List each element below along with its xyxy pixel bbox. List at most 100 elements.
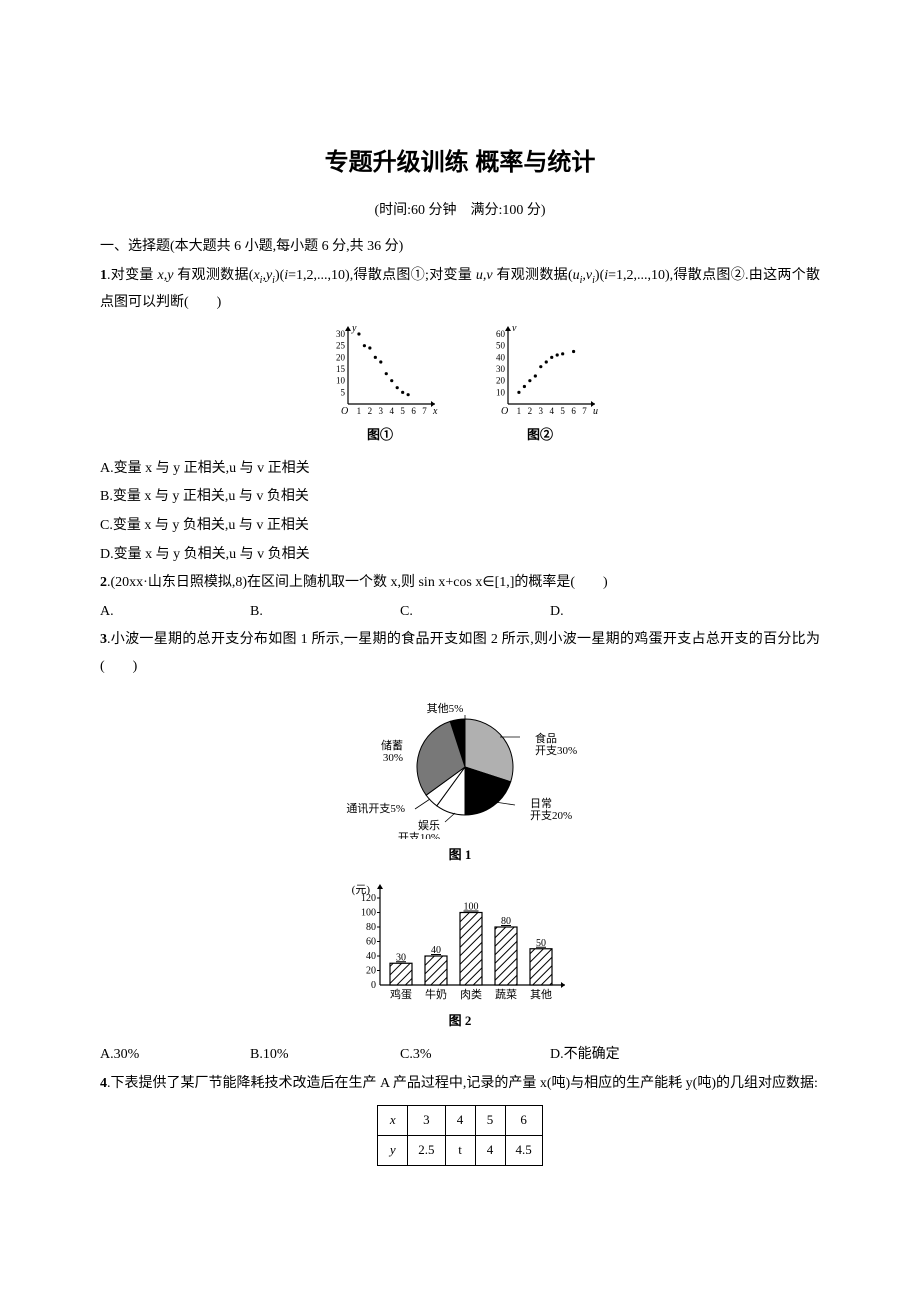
option-d: D.不能确定 — [550, 1042, 700, 1069]
svg-text:6: 6 — [571, 406, 576, 416]
data-table: x 3 4 5 6 y 2.5 t 4 4.5 — [377, 1105, 543, 1165]
var: ui,vi — [573, 268, 595, 283]
scatter-chart-1: 510152025301234567xyO — [320, 324, 440, 419]
svg-text:4: 4 — [389, 406, 394, 416]
svg-text:v: v — [512, 324, 517, 334]
svg-text:80: 80 — [366, 922, 376, 933]
svg-text:其他5%: 其他5% — [427, 702, 464, 715]
svg-text:7: 7 — [422, 406, 427, 416]
svg-text:鸡蛋: 鸡蛋 — [390, 987, 412, 1001]
table-cell: 5 — [475, 1106, 505, 1136]
scatter-2-col: 1020304050601234567uvO 图② — [480, 324, 600, 448]
section-heading: 一、选择题(本大题共 6 小题,每小题 6 分,共 36 分) — [100, 234, 820, 261]
text: )( — [275, 268, 284, 283]
svg-text:30: 30 — [496, 364, 506, 374]
option-a: A.30% — [100, 1042, 250, 1069]
svg-text:50: 50 — [536, 938, 546, 949]
table-row: y 2.5 t 4 4.5 — [378, 1135, 543, 1165]
bar-wrap: 020406080100120(元)30鸡蛋40牛奶100肉类80蔬菜50其他 … — [100, 875, 820, 1034]
svg-text:2: 2 — [528, 406, 533, 416]
table-cell: y — [378, 1135, 408, 1165]
svg-text:40: 40 — [496, 353, 506, 363]
page-subtitle: (时间:60 分钟 满分:100 分) — [100, 198, 820, 225]
table-cell: x — [378, 1106, 408, 1136]
svg-text:5: 5 — [341, 388, 346, 398]
pie-chart: 其他5%食品开支30%日常开支20%娱乐开支10%通讯开支5%储蓄30% — [330, 689, 590, 839]
svg-text:u: u — [593, 406, 598, 417]
svg-text:30: 30 — [396, 953, 406, 964]
svg-text:100: 100 — [464, 902, 479, 913]
svg-text:y: y — [351, 324, 357, 334]
svg-text:6: 6 — [411, 406, 416, 416]
svg-text:60: 60 — [496, 329, 506, 339]
question-3: 3.小波一星期的总开支分布如图 1 所示,一星期的食品开支如图 2 所示,则小波… — [100, 627, 820, 680]
option-a: A. — [100, 599, 250, 626]
q-num: 3 — [100, 632, 107, 647]
figure-caption: 图① — [367, 423, 393, 448]
svg-text:2: 2 — [368, 406, 373, 416]
svg-text:10: 10 — [336, 376, 346, 386]
svg-text:5: 5 — [400, 406, 405, 416]
svg-text:60: 60 — [366, 937, 376, 948]
svg-text:牛奶: 牛奶 — [425, 987, 447, 1001]
svg-text:O: O — [501, 406, 508, 417]
pie-col: 其他5%食品开支30%日常开支20%娱乐开支10%通讯开支5%储蓄30% 图 1 — [330, 689, 590, 868]
svg-text:0: 0 — [371, 980, 376, 991]
svg-text:10: 10 — [496, 388, 506, 398]
svg-text:20: 20 — [336, 353, 346, 363]
svg-text:食品开支30%: 食品开支30% — [535, 731, 577, 757]
svg-text:40: 40 — [431, 945, 441, 956]
text: .小波一星期的总开支分布如图 1 所示,一星期的食品开支如图 2 所示,则小波一… — [100, 632, 820, 674]
bar-col: 020406080100120(元)30鸡蛋40牛奶100肉类80蔬菜50其他 … — [345, 875, 575, 1034]
q2-options: A. B. C. D. — [100, 599, 820, 626]
q-num: 2 — [100, 575, 107, 590]
q1-options: A.变量 x 与 y 正相关,u 与 v 正相关 B.变量 x 与 y 正相关,… — [100, 456, 820, 568]
figure-caption: 图② — [527, 423, 553, 448]
svg-text:20: 20 — [366, 966, 376, 977]
text: .对变量 — [107, 268, 158, 283]
svg-text:O: O — [341, 406, 348, 417]
table-cell: 4.5 — [505, 1135, 542, 1165]
svg-text:3: 3 — [379, 406, 384, 416]
q3-options: A.30% B.10% C.3% D.不能确定 — [100, 1042, 820, 1071]
page-title: 专题升级训练 概率与统计 — [100, 140, 820, 186]
svg-text:(元): (元) — [352, 884, 371, 896]
svg-text:30: 30 — [336, 329, 346, 339]
option-a: A.变量 x 与 y 正相关,u 与 v 正相关 — [100, 456, 820, 483]
text: 有观测数据( — [173, 268, 253, 283]
scatter-figures: 510152025301234567xyO 图① 102030405060123… — [100, 324, 820, 448]
svg-text:3: 3 — [539, 406, 544, 416]
q-num: 1 — [100, 268, 107, 283]
table-cell: 6 — [505, 1106, 542, 1136]
option-c: C.变量 x 与 y 负相关,u 与 v 正相关 — [100, 513, 820, 540]
text: 有观测数据( — [493, 268, 573, 283]
table-cell: t — [445, 1135, 475, 1165]
table-row: x 3 4 5 6 — [378, 1106, 543, 1136]
svg-text:x: x — [432, 406, 438, 417]
svg-text:25: 25 — [336, 341, 346, 351]
svg-text:储蓄30%: 储蓄30% — [381, 738, 403, 764]
svg-text:其他: 其他 — [530, 988, 552, 1001]
var: u,v — [476, 268, 493, 283]
svg-text:肉类: 肉类 — [460, 987, 482, 1001]
figure-caption: 图 2 — [449, 1009, 472, 1034]
svg-text:娱乐开支10%: 娱乐开支10% — [398, 818, 440, 839]
svg-text:40: 40 — [366, 951, 376, 962]
text: =1,2,...,10),得散点图①;对变量 — [288, 268, 476, 283]
option-c: C. — [400, 599, 550, 626]
question-2: 2.(20xx·山东日照模拟,8)在区间上随机取一个数 x,则 sin x+co… — [100, 570, 820, 597]
question-4: 4.下表提供了某厂节能降耗技术改造后在生产 A 产品过程中,记录的产量 x(吨)… — [100, 1071, 820, 1098]
option-b: B.10% — [250, 1042, 400, 1069]
option-c: C.3% — [400, 1042, 550, 1069]
svg-text:50: 50 — [496, 341, 506, 351]
var: xi,yi — [253, 268, 275, 283]
figure-caption: 图 1 — [449, 843, 472, 868]
table-cell: 4 — [475, 1135, 505, 1165]
svg-text:4: 4 — [549, 406, 554, 416]
option-d: D.变量 x 与 y 负相关,u 与 v 负相关 — [100, 542, 820, 569]
svg-text:20: 20 — [496, 376, 506, 386]
svg-text:7: 7 — [582, 406, 587, 416]
svg-text:100: 100 — [361, 908, 376, 919]
text: )( — [595, 268, 604, 283]
svg-text:1: 1 — [517, 406, 522, 416]
